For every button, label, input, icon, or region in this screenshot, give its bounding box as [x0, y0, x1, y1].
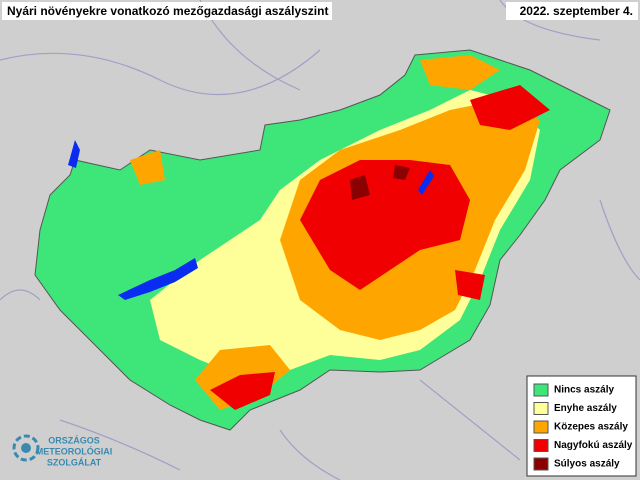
severe-region: [210, 85, 550, 410]
logo-icon-core: [21, 443, 31, 453]
date-box: [506, 2, 638, 20]
logo-text: SZOLGÁLAT: [47, 457, 102, 467]
legend-swatch: [533, 420, 549, 434]
legend-label: Közepes aszály: [554, 422, 628, 433]
map-date: 2022. szeptember 4.: [520, 4, 633, 18]
logo-text: METEOROLÓGIAI: [36, 445, 113, 456]
legend-label: Nincs aszály: [554, 385, 614, 396]
extreme-region: [350, 165, 410, 200]
map-title: Nyári növényekre vonatkozó mezőgazdasági…: [7, 4, 328, 18]
legend-swatch: [533, 383, 549, 397]
legend-label: Nagyfokú aszály: [554, 440, 633, 451]
legend: Nincs aszály Enyhe aszály Közepes aszály Na…: [533, 383, 633, 471]
logo-icon: [12, 434, 40, 462]
lake-balaton: [118, 258, 198, 300]
legend-swatch: [533, 439, 549, 452]
logo-text: ORSZÁGOS: [48, 435, 100, 445]
legend-label: Súlyos aszály: [554, 459, 620, 470]
legend-label: Enyhe aszály: [554, 403, 617, 414]
legend-swatch: [533, 457, 549, 471]
title-box: [2, 2, 332, 20]
legend-swatch: [533, 402, 549, 415]
